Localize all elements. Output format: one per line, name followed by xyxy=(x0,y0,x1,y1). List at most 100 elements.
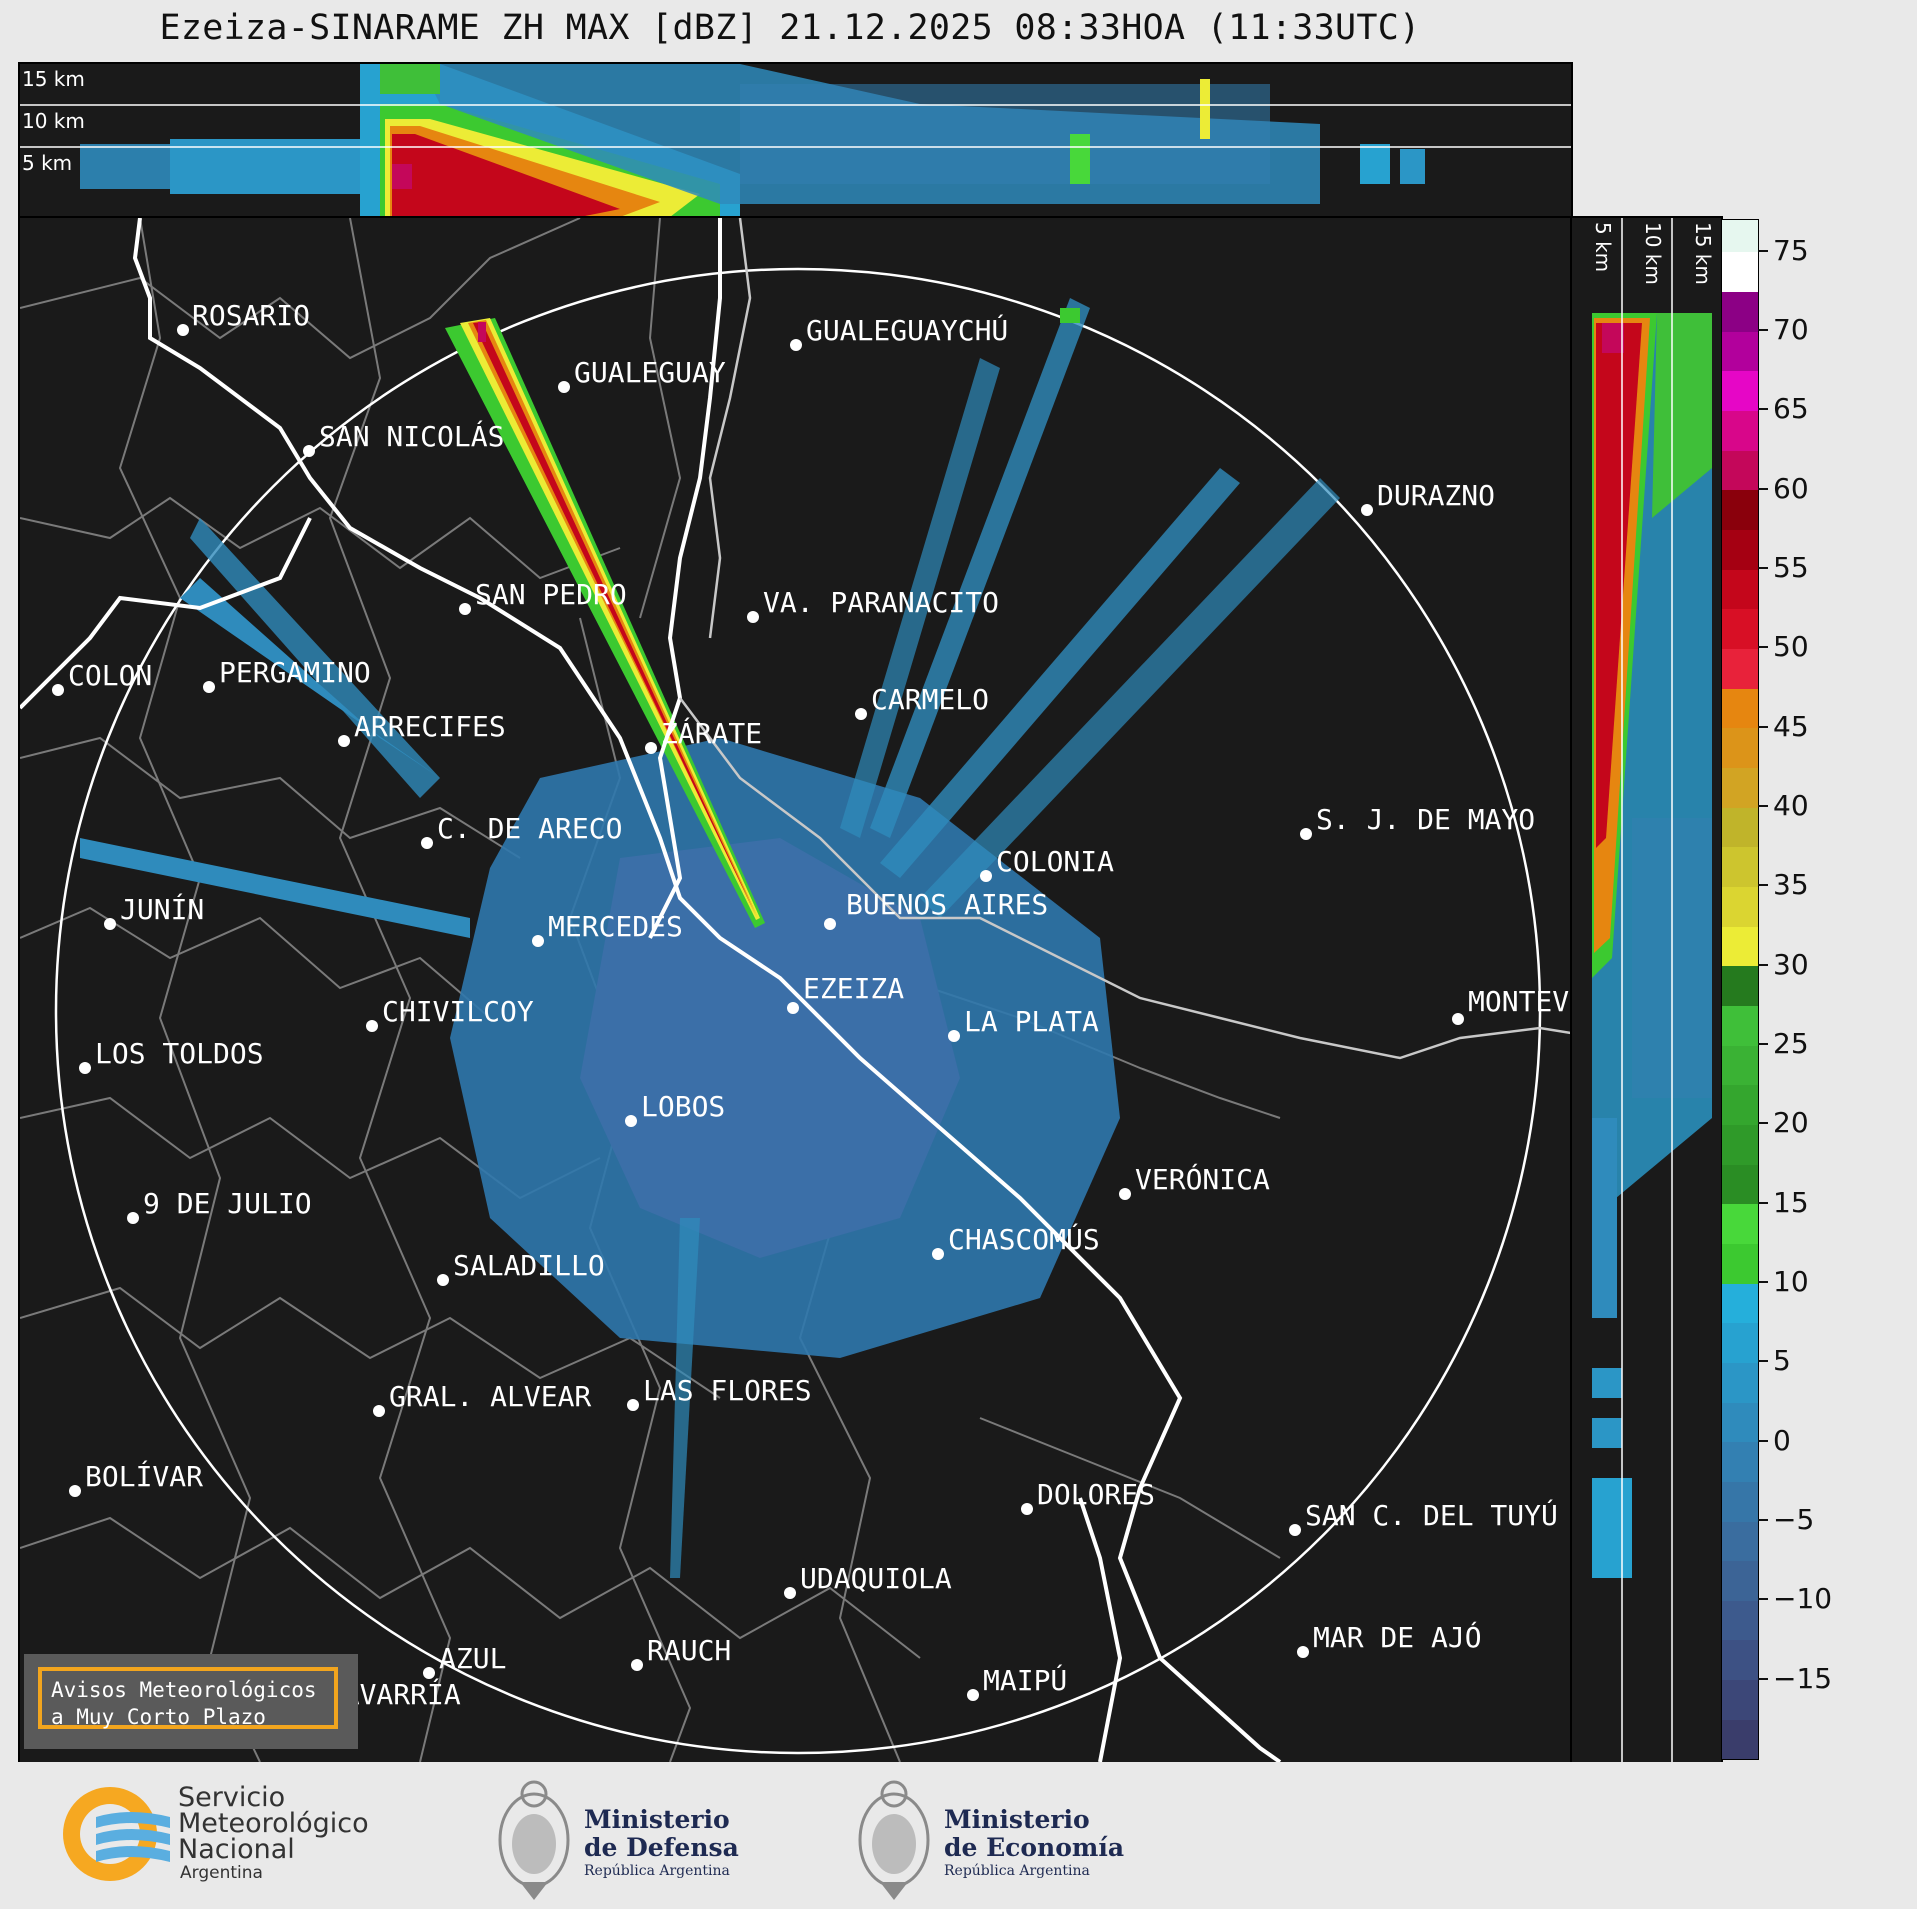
city-gral-alvear[interactable]: GRAL. ALVEAR xyxy=(373,1380,591,1417)
city-gualeguay[interactable]: GUALEGUAY xyxy=(558,356,726,393)
svg-text:CHASCOMÚS: CHASCOMÚS xyxy=(948,1222,1100,1256)
colorbar-tick-label: 20 xyxy=(1773,1106,1809,1140)
city-9-de-julio[interactable]: 9 DE JULIO xyxy=(127,1187,312,1224)
city-azul[interactable]: AZUL xyxy=(423,1642,506,1679)
svg-text:VA. PARANACITO: VA. PARANACITO xyxy=(763,586,999,619)
city-durazno[interactable]: DURAZNO xyxy=(1361,479,1495,516)
colorbar-segment xyxy=(1722,846,1758,887)
city-chivilcoy[interactable]: CHIVILCOY xyxy=(366,995,534,1032)
colorbar-tick-mark xyxy=(1758,567,1768,570)
city-veronica[interactable]: VERÓNICA xyxy=(1119,1162,1270,1200)
colorbar-segment xyxy=(1722,1084,1758,1125)
warning-box[interactable]: Avisos Meteorológicos a Muy Corto Plazo xyxy=(24,1654,358,1749)
top-5km-label: 5 km xyxy=(22,151,72,175)
colorbar-segment xyxy=(1722,1481,1758,1522)
city-pergamino[interactable]: PERGAMINO xyxy=(203,656,371,693)
footer-logos-svg xyxy=(63,1780,930,1900)
top-15km-label: 15 km xyxy=(22,67,85,91)
city-rauch[interactable]: RAUCH xyxy=(631,1634,731,1671)
svg-text:CHIVILCOY: CHIVILCOY xyxy=(382,995,534,1028)
city-c-de-areco[interactable]: C. DE ARECO xyxy=(421,812,622,849)
svg-text:DOLORES: DOLORES xyxy=(1037,1478,1155,1511)
colorbar-segment xyxy=(1722,450,1758,491)
city-bolivar[interactable]: BOLÍVAR xyxy=(69,1459,203,1497)
svg-text:VERÓNICA: VERÓNICA xyxy=(1135,1162,1270,1196)
colorbar-tick-label: 65 xyxy=(1773,392,1809,426)
city-saladillo[interactable]: SALADILLO xyxy=(437,1249,605,1286)
svg-text:LOS TOLDOS: LOS TOLDOS xyxy=(95,1037,264,1070)
svg-text:PERGAMINO: PERGAMINO xyxy=(219,656,371,689)
colorbar-tick-label: 15 xyxy=(1773,1185,1809,1219)
colorbar-tick-label: 45 xyxy=(1773,709,1809,743)
city-colon[interactable]: COLON xyxy=(52,659,152,696)
colorbar-tick-label: −5 xyxy=(1773,1503,1815,1536)
svg-text:CARMELO: CARMELO xyxy=(871,683,989,716)
colorbar-tick-mark xyxy=(1758,408,1768,411)
top-echo-profile xyxy=(80,64,1425,217)
svg-text:GUALEGUAY: GUALEGUAY xyxy=(574,356,726,389)
colorbar-segment xyxy=(1722,727,1758,768)
city-rosario[interactable]: ROSARIO xyxy=(177,299,310,336)
city-montevideo[interactable]: MONTEVIDEO xyxy=(1452,985,1571,1025)
city-chascomus[interactable]: CHASCOMÚS xyxy=(932,1222,1100,1260)
city-va-paranacito[interactable]: VA. PARANACITO xyxy=(747,586,999,623)
defensa-logo-text: Ministerio de Defensa República Argentin… xyxy=(584,1806,739,1880)
city-udaquiola[interactable]: UDAQUIOLA xyxy=(784,1562,952,1599)
city-san-nicolas[interactable]: SAN NICOLÁS xyxy=(303,419,504,457)
colorbar xyxy=(1721,219,1759,1760)
colorbar-segment xyxy=(1722,648,1758,689)
city-colonia[interactable]: COLONIA xyxy=(980,845,1114,882)
warning-box-frame[interactable]: Avisos Meteorológicos a Muy Corto Plazo xyxy=(38,1667,338,1729)
colorbar-tick-label: 70 xyxy=(1773,313,1809,347)
colorbar-segment xyxy=(1722,1203,1758,1244)
svg-text:ARRECIFES: ARRECIFES xyxy=(354,710,506,743)
chart-title: Ezeiza-SINARAME ZH MAX [dBZ] 21.12.2025 … xyxy=(159,8,1421,48)
colorbar-segment xyxy=(1722,965,1758,1006)
colorbar-segment xyxy=(1722,688,1758,729)
city-san-pedro[interactable]: SAN PEDRO xyxy=(459,578,627,615)
city-mercedes[interactable]: MERCEDES xyxy=(532,910,683,947)
side-10km-label: 10 km xyxy=(1641,222,1665,285)
top-10km-label: 10 km xyxy=(22,109,85,133)
city-maipu[interactable]: MAIPÚ xyxy=(967,1663,1067,1701)
svg-text:9 DE JULIO: 9 DE JULIO xyxy=(143,1187,312,1220)
city-sj-de-mayo[interactable]: S. J. DE MAYO xyxy=(1300,803,1535,840)
svg-text:LAS FLORES: LAS FLORES xyxy=(643,1374,812,1407)
city-mar-de-ajo[interactable]: MAR DE AJÓ xyxy=(1297,1620,1482,1658)
city-la-plata[interactable]: LA PLATA xyxy=(948,1005,1099,1042)
city-lobos[interactable]: LOBOS xyxy=(625,1090,725,1127)
city-junin[interactable]: JUNÍN xyxy=(104,892,204,930)
city-san-c-del-tuyu[interactable]: SAN C. DEL TUYÚ xyxy=(1289,1498,1558,1536)
smn-line-1: Servicio xyxy=(178,1782,286,1813)
colorbar-segment xyxy=(1722,1243,1758,1284)
side-cross-section-svg: 5 km 10 km 15 km xyxy=(1591,218,1715,1762)
city-ezeiza[interactable]: EZEIZA xyxy=(787,972,904,1014)
svg-text:AZUL: AZUL xyxy=(439,1642,506,1675)
city-los-toldos[interactable]: LOS TOLDOS xyxy=(79,1037,264,1074)
side-15km-label: 15 km xyxy=(1691,222,1715,285)
radar-map-panel[interactable]: ROSARIO GUALEGUAYCHÚ GUALEGUAY SAN NICOL… xyxy=(18,216,1573,1764)
svg-text:UDAQUIOLA: UDAQUIOLA xyxy=(800,1562,952,1595)
defensa-escudo-icon xyxy=(498,1780,570,1900)
colorbar-segment xyxy=(1722,291,1758,332)
colorbar-segment xyxy=(1722,569,1758,610)
svg-text:BOLÍVAR: BOLÍVAR xyxy=(85,1459,203,1493)
colorbar-segment xyxy=(1722,1164,1758,1205)
colorbar-tick-mark xyxy=(1758,1519,1768,1521)
svg-text:ZÁRATE: ZÁRATE xyxy=(661,716,762,750)
colorbar-tick-mark xyxy=(1758,646,1768,649)
economia-line-2: de Economía xyxy=(944,1833,1125,1862)
city-gualeguaychu[interactable]: GUALEGUAYCHÚ xyxy=(790,313,1008,351)
svg-text:MAR DE AJÓ: MAR DE AJÓ xyxy=(1313,1620,1482,1654)
colorbar-segment xyxy=(1722,1005,1758,1046)
city-las-flores[interactable]: LAS FLORES xyxy=(627,1374,812,1411)
colorbar-tick-label: −15 xyxy=(1773,1661,1833,1695)
colorbar-segment xyxy=(1722,1283,1758,1324)
city-buenos-aires[interactable]: BUENOS AIRES xyxy=(824,888,1048,930)
city-carmelo[interactable]: CARMELO xyxy=(855,683,989,720)
city-arrecifes[interactable]: ARRECIFES xyxy=(338,710,506,747)
city-dolores[interactable]: DOLORES xyxy=(1021,1478,1155,1515)
economia-logo-text: Ministerio de Economía República Argenti… xyxy=(944,1806,1124,1880)
city-zarate[interactable]: ZÁRATE xyxy=(645,716,762,754)
colorbar-tick-mark xyxy=(1758,249,1768,252)
